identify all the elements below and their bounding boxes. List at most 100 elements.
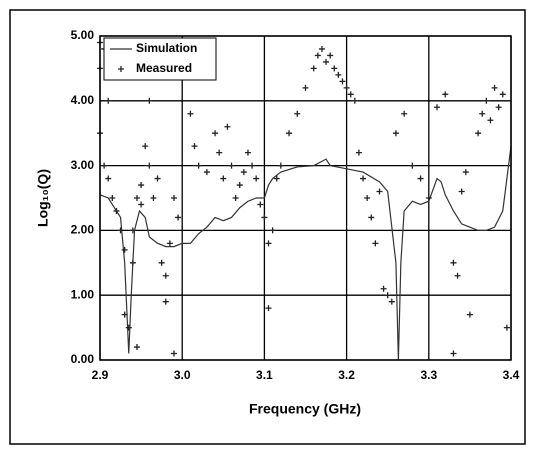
measured-point	[458, 188, 465, 195]
measured-point	[228, 162, 235, 169]
measured-point	[483, 97, 490, 104]
x-tick-label: 3.3	[420, 368, 437, 382]
measured-point	[450, 259, 457, 266]
measured-point	[105, 175, 112, 182]
measured-point	[129, 227, 136, 234]
measured-point	[249, 162, 256, 169]
measured-point	[253, 175, 260, 182]
measured-point	[343, 84, 350, 91]
chart-border	[9, 9, 526, 445]
y-tick-label: 2.00	[71, 223, 95, 237]
measured-point	[212, 130, 219, 137]
measured-point	[170, 350, 177, 357]
measured-point	[142, 143, 149, 150]
measured-point	[109, 195, 116, 201]
measured-point	[170, 195, 177, 201]
measured-point	[257, 201, 264, 208]
measured-point	[466, 311, 473, 318]
measured-point	[113, 207, 120, 214]
measured-point	[376, 188, 383, 195]
measured-point	[351, 97, 358, 104]
measured-point	[236, 182, 243, 189]
measured-point	[175, 214, 182, 221]
measured-point	[121, 311, 128, 318]
measured-point	[388, 298, 395, 305]
simulation-line	[99, 146, 512, 361]
measured-point	[117, 227, 124, 234]
measured-point	[216, 149, 223, 156]
legend-label: Simulation	[136, 41, 197, 55]
measured-point	[265, 305, 272, 312]
x-tick-label: 3.0	[174, 368, 191, 382]
measured-point	[499, 91, 506, 98]
measured-point	[454, 272, 461, 279]
measured-point	[138, 201, 145, 208]
measured-point	[442, 91, 449, 98]
measured-point	[129, 259, 136, 266]
measured-point	[372, 240, 379, 247]
measured-point	[195, 162, 202, 169]
measured-point	[347, 91, 354, 98]
measured-point	[162, 272, 169, 279]
measured-point	[314, 52, 321, 59]
measured-point	[203, 169, 210, 176]
measured-point	[220, 175, 227, 182]
measured-point	[138, 182, 145, 189]
measured-point	[434, 104, 441, 111]
measured-point	[294, 110, 301, 117]
measured-point	[335, 71, 342, 78]
measured-point	[150, 195, 157, 201]
measured-point	[101, 162, 108, 169]
measured-point	[364, 195, 371, 201]
measured-point	[232, 195, 239, 201]
measured-point	[240, 169, 247, 176]
y-tick-label: 0.00	[71, 352, 95, 366]
measured-point	[380, 285, 387, 292]
measured-point	[133, 344, 140, 351]
measured-point	[479, 110, 486, 117]
measured-point	[360, 175, 367, 182]
measured-point	[261, 214, 268, 221]
measured-point	[417, 175, 424, 182]
measured-point	[277, 162, 284, 169]
measured-point	[133, 195, 140, 201]
y-axis-label: Log₁₀(Q)	[35, 169, 51, 227]
measured-point	[302, 84, 309, 91]
measured-point	[339, 78, 346, 85]
measured-point	[318, 45, 325, 52]
plot-frame	[99, 35, 512, 361]
measured-point	[273, 175, 280, 182]
measured-point	[105, 97, 112, 104]
x-tick-label: 3.1	[256, 368, 273, 382]
y-tick-label: 3.00	[71, 158, 95, 172]
measured-point	[286, 130, 293, 137]
measured-point	[355, 149, 362, 156]
measured-point	[331, 65, 338, 72]
measured-point	[125, 324, 132, 331]
y-tick-label: 4.00	[71, 93, 95, 107]
measured-point	[491, 84, 498, 91]
measured-point	[450, 350, 457, 357]
measured-point	[401, 110, 408, 117]
measured-point	[265, 240, 272, 247]
x-tick-label: 3.2	[338, 368, 355, 382]
measured-point	[392, 130, 399, 137]
measured-point	[368, 214, 375, 221]
legend: Simulation Measured	[103, 37, 217, 81]
measured-point	[158, 259, 165, 266]
measured-point	[425, 195, 432, 201]
y-tick-label: 1.00	[71, 287, 95, 301]
legend-box	[103, 37, 217, 81]
measured-point	[323, 58, 330, 65]
measured-point	[462, 169, 469, 176]
legend-swatch	[118, 66, 124, 72]
measured-point	[384, 292, 391, 299]
measured-point	[487, 117, 494, 124]
measured-point	[475, 130, 482, 137]
measured-point	[244, 149, 251, 156]
measured-point	[191, 143, 198, 150]
x-tick-label: 3.4	[503, 368, 520, 382]
measured-point	[503, 324, 510, 331]
measured-point	[495, 104, 502, 111]
